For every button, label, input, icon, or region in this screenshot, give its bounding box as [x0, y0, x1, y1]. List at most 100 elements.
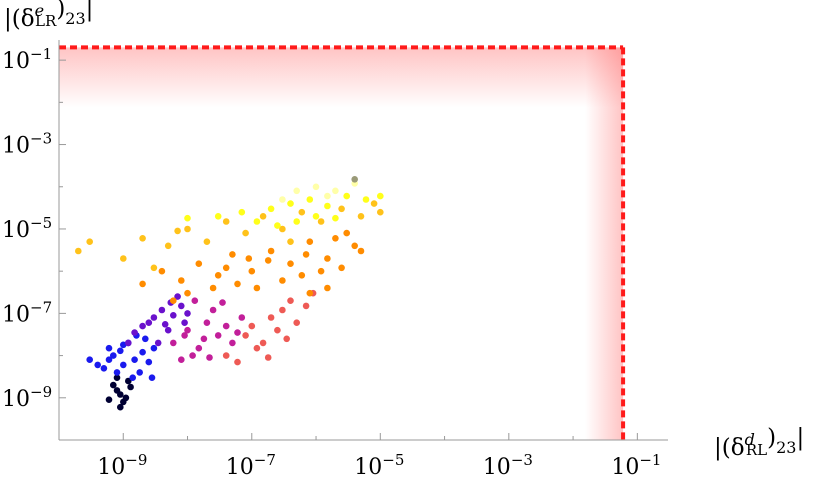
data-point [222, 322, 230, 330]
data-point [279, 306, 286, 314]
data-point [293, 218, 301, 225]
data-point [150, 314, 158, 321]
data-point [377, 192, 384, 200]
bound-lines [59, 45, 626, 440]
data-point [351, 176, 359, 183]
data-point [214, 332, 222, 339]
data-point [343, 192, 351, 200]
data-point [287, 238, 294, 245]
data-point [324, 202, 331, 210]
y-tick-label: 10−1 [2, 45, 52, 74]
data-point [195, 260, 203, 268]
data-point [357, 247, 365, 255]
data-point [113, 387, 121, 394]
data-point [317, 218, 325, 225]
data-point [184, 289, 191, 297]
data-point [312, 213, 320, 220]
x-tick-label: 10−1 [611, 451, 661, 480]
data-point [306, 238, 314, 245]
data-point [164, 242, 172, 250]
data-point [200, 335, 208, 343]
data-point [170, 312, 177, 319]
data-point [312, 183, 320, 191]
data-point [195, 344, 203, 352]
data-point [191, 297, 199, 305]
data-point [245, 255, 253, 262]
data-point [287, 260, 294, 268]
data-point [338, 205, 345, 213]
data-point [279, 196, 286, 203]
y-tick-label: 10−7 [2, 298, 52, 327]
data-point [279, 277, 286, 284]
data-point [274, 326, 281, 334]
data-point [302, 302, 310, 310]
data-point [158, 267, 166, 275]
data-point [298, 208, 306, 216]
data-point [283, 335, 291, 343]
data-point [248, 322, 256, 330]
data-point [332, 214, 339, 222]
data-point [357, 213, 365, 220]
data-point [214, 272, 222, 279]
data-point [184, 214, 191, 222]
y-tick-label: 10−3 [2, 130, 52, 159]
data-point [150, 264, 158, 272]
y-tick-label: 10−5 [2, 214, 52, 243]
data-points [75, 176, 384, 411]
data-point [287, 200, 294, 207]
data-point [234, 280, 241, 288]
data-point [214, 213, 222, 220]
excluded-region-right [585, 47, 624, 441]
data-point [100, 365, 108, 372]
data-point [222, 352, 230, 359]
data-point [306, 196, 314, 203]
data-point [131, 356, 138, 364]
data-point [253, 344, 261, 352]
y-ticks: 10−9 10−7 10−5 10−3 10−1 [2, 45, 66, 441]
data-point [139, 322, 146, 330]
data-point [150, 344, 158, 352]
data-point [145, 358, 153, 366]
data-point [164, 326, 172, 334]
data-point [209, 284, 217, 292]
data-point [158, 306, 166, 314]
data-point [139, 280, 146, 288]
data-point [222, 218, 230, 225]
data-point [184, 310, 191, 317]
y-axis-title: |(δe LR)23| [4, 0, 93, 32]
data-point [170, 297, 177, 305]
data-point [234, 358, 241, 366]
data-point [253, 284, 261, 292]
data-point [120, 255, 127, 262]
data-point [203, 238, 211, 245]
data-point [377, 208, 384, 216]
data-point [94, 361, 101, 369]
data-point [324, 192, 331, 200]
data-point [184, 225, 191, 233]
data-point [370, 200, 378, 207]
data-point [184, 326, 191, 334]
data-point [127, 383, 134, 391]
data-point [75, 247, 82, 255]
data-point [148, 374, 156, 382]
data-point [259, 213, 267, 220]
axes: 10−9 10−7 10−5 10−3 10−1 10−910−710−510−310−… [2, 40, 668, 480]
data-point [105, 396, 113, 404]
data-point [154, 339, 162, 347]
data-point [238, 208, 246, 216]
data-point [139, 235, 146, 242]
data-point [203, 319, 211, 327]
data-point [362, 196, 370, 203]
data-point [343, 229, 351, 237]
data-point [274, 222, 281, 229]
data-point [302, 251, 310, 258]
data-point [332, 235, 339, 242]
data-point [267, 314, 275, 321]
data-point [264, 257, 272, 264]
data-point [209, 306, 217, 314]
data-point [351, 242, 359, 250]
data-point [136, 369, 143, 376]
data-point [332, 187, 339, 195]
data-point [229, 339, 236, 347]
